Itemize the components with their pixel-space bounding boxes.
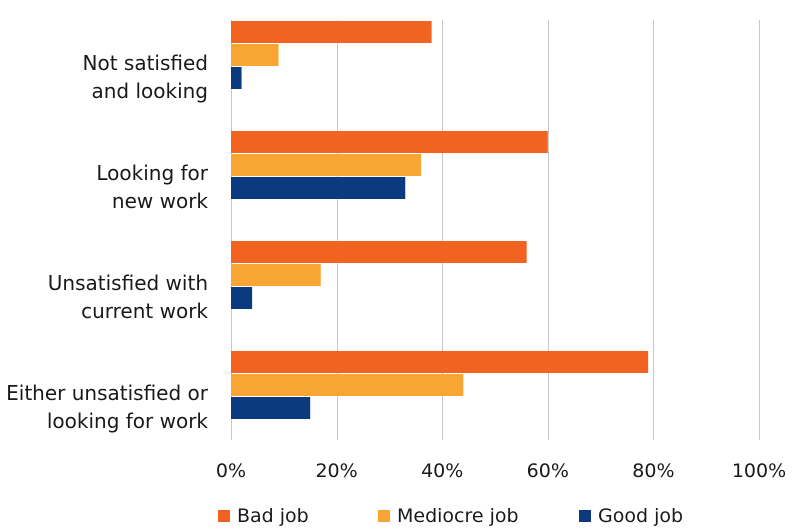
bar-mediocre-job-3 [231,374,464,396]
x-tick-label-2: 40% [421,460,463,482]
bar-bad-job-2 [231,241,527,263]
x-axis-ticks: 0% 20% 40% 60% 80% 100% [216,460,786,482]
category-label-line: and looking [91,79,208,103]
category-label-0: Not satisfied and looking [83,51,209,103]
x-tick-label-3: 60% [527,460,569,482]
x-tick-label-0: 0% [216,460,246,482]
category-label-line: new work [112,189,209,213]
bar-good-job-1 [231,177,406,199]
bar-mediocre-job-1 [231,154,422,176]
category-labels: Not satisfied and looking Looking for new w… [6,51,209,433]
bars [231,21,649,419]
legend-swatch-1 [378,510,390,522]
category-label-2: Unsatisfied with current work [48,271,209,323]
legend-label-0: Bad job [237,505,309,527]
legend: Bad job Mediocre job Good job [218,505,683,527]
bar-good-job-0 [231,67,242,89]
category-label-line: Looking for [96,161,208,185]
category-label-1: Looking for new work [96,161,208,213]
category-label-line: Unsatisfied with [48,271,208,295]
bar-good-job-3 [231,397,311,419]
legend-label-1: Mediocre job [397,505,519,527]
bar-mediocre-job-2 [231,264,321,286]
bar-bad-job-0 [231,21,432,43]
bar-good-job-2 [231,287,253,309]
category-label-line: looking for work [47,409,209,433]
legend-swatch-0 [218,510,230,522]
category-label-line: current work [81,299,208,323]
bar-bad-job-1 [231,131,548,153]
category-label-3: Either unsatisfied or looking for work [6,381,209,433]
legend-swatch-2 [579,510,591,522]
category-label-line: Not satisfied [83,51,209,75]
x-tick-label-1: 20% [315,460,357,482]
legend-label-2: Good job [598,505,683,527]
category-label-line: Either unsatisfied or [6,381,209,405]
bar-mediocre-job-0 [231,44,279,66]
bar-bad-job-3 [231,351,649,373]
x-tick-label-4: 80% [632,460,674,482]
x-tick-label-5: 100% [732,460,786,482]
